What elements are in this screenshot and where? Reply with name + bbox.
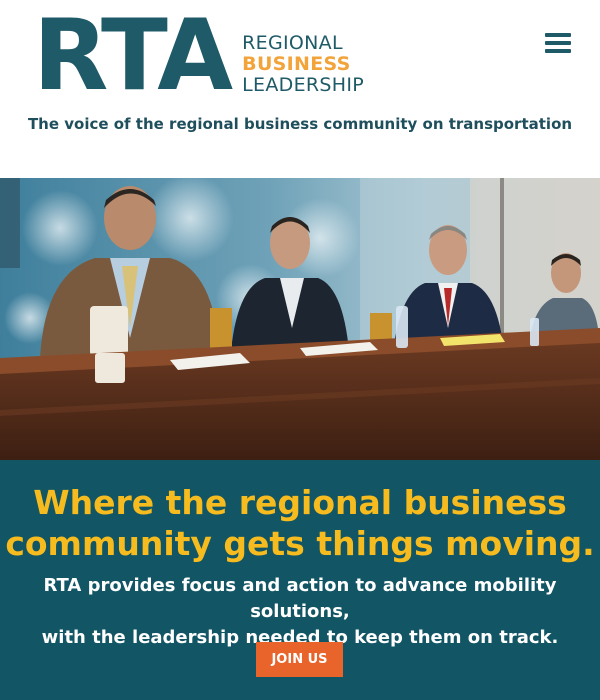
logo-rta-wordmark: RTA [33,0,233,113]
hero-headline: Where the regional business community ge… [0,482,600,564]
rta-logo[interactable]: RTA REGIONAL BUSINESS LEADERSHIP [33,0,364,113]
hero-subtext: RTA provides focus and action to advance… [0,573,600,651]
subtext-line-2: with the leadership needed to keep them … [41,627,559,648]
hero-meeting-photo [0,178,600,460]
hamburger-menu-icon[interactable] [545,33,571,55]
meeting-photo-illustration [0,178,600,460]
site-tagline: The voice of the regional business commu… [27,115,573,133]
headline-line-1: Where the regional business [33,483,567,522]
logo-regional: REGIONAL [242,32,343,54]
menu-bar [545,33,571,37]
logo-business: BUSINESS [242,53,351,75]
join-us-button[interactable]: JOIN US [256,642,343,677]
menu-bar [545,49,571,53]
logo-leadership: LEADERSHIP [242,74,364,96]
menu-bar [545,41,571,45]
headline-line-2: community gets things moving. [5,524,595,563]
logo-subtitle: REGIONAL BUSINESS LEADERSHIP [242,33,364,98]
subtext-line-1: RTA provides focus and action to advance… [43,575,557,622]
site-header: RTA REGIONAL BUSINESS LEADERSHIP The voi… [0,0,600,178]
